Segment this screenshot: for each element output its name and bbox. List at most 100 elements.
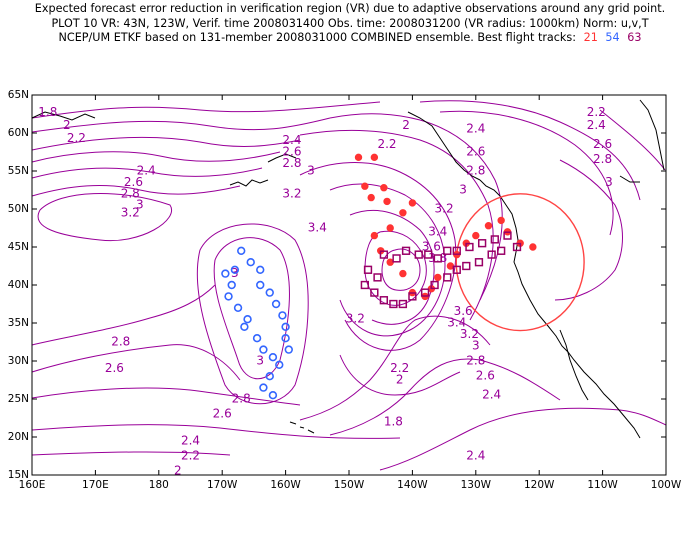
contour-label: 2.4	[587, 118, 606, 132]
track-54-point	[268, 391, 278, 400]
track-54-label: 54	[605, 31, 620, 44]
track-21-point	[370, 231, 379, 240]
coastline	[639, 99, 665, 171]
contour-label: 1.8	[384, 414, 403, 428]
track-54-point	[278, 311, 287, 320]
lat-tick-label: 25N	[8, 393, 29, 405]
contour-line	[37, 193, 173, 242]
track-63-point	[420, 288, 430, 297]
coastline	[479, 179, 641, 439]
contour-label: 2.2	[181, 449, 200, 463]
track-54-point	[243, 315, 252, 324]
track-21-point	[434, 273, 442, 282]
track-54-point	[268, 353, 278, 362]
track-54-point	[230, 265, 240, 274]
track-54-point	[252, 334, 262, 343]
track-54-point	[281, 334, 290, 343]
contour-line	[554, 159, 623, 301]
lat-tick-label: 45N	[8, 241, 29, 253]
lon-tick-label: 160W	[270, 479, 301, 491]
lat-tick-label: 55N	[8, 165, 29, 177]
title-line-3-prefix: NCEP/UM ETKF based on 131-member 2008031…	[58, 31, 577, 44]
track-63-point	[433, 254, 442, 263]
contour-label: 2.8	[593, 152, 612, 166]
lat-tick-label: 60N	[8, 127, 29, 139]
contour-label: 2.6	[282, 145, 301, 159]
coastline	[619, 175, 640, 183]
contour-label: 2.8	[121, 186, 140, 200]
contour-line	[31, 387, 301, 406]
contour-label: 2	[63, 118, 71, 132]
track-21-point	[472, 231, 480, 240]
title-line-2: PLOT 10 VR: 43N, 123W, Verif. time 20080…	[51, 16, 649, 30]
track-54-point	[240, 322, 249, 331]
track-54-point	[233, 303, 243, 312]
track-63-point	[443, 246, 452, 255]
track-63-point	[370, 288, 379, 297]
track-63-point	[477, 239, 487, 248]
track-63-point	[373, 273, 382, 282]
contour-label: 3	[459, 183, 467, 197]
contour-label: 2	[174, 464, 182, 478]
contour-label: 3	[136, 198, 144, 212]
contour-line	[364, 230, 427, 306]
track-54-point	[259, 383, 268, 392]
track-63-point	[360, 280, 370, 290]
contour-label: 2.8	[111, 335, 130, 349]
lat-tick-label: 15N	[8, 469, 29, 481]
contour-label: 3	[307, 164, 315, 178]
contour-lines	[31, 100, 667, 471]
contour-line	[31, 284, 216, 346]
contour-label: 3.6	[422, 240, 441, 254]
coastline	[289, 421, 315, 434]
track-63-point	[392, 254, 401, 263]
contour-label: 3.2	[121, 205, 140, 219]
track-63-point	[497, 246, 506, 255]
track-63-point	[503, 231, 512, 240]
lon-tick-label: 140W	[397, 479, 428, 491]
track-54-point	[256, 265, 265, 274]
track-21-point	[380, 184, 388, 192]
contour-line	[31, 151, 281, 163]
track-63-point	[424, 250, 433, 259]
contour-labels: 1.822.22.42.62.833.233.232.82.62.42.222.…	[38, 105, 612, 478]
coastlines	[31, 99, 665, 439]
contour-label: 2.2	[67, 131, 86, 145]
contour-line	[31, 184, 241, 197]
track-54-point	[271, 299, 281, 309]
contour-label: 2.2	[377, 137, 396, 151]
contour-label: 3.2	[282, 186, 301, 200]
contour-label: 2.4	[466, 122, 485, 136]
track-63-point	[512, 242, 522, 252]
lon-tick-label: 170E	[82, 479, 109, 491]
contour-line	[299, 315, 491, 421]
figure-title: Expected forecast error reduction in ver…	[0, 2, 700, 46]
track-54-point	[284, 345, 293, 354]
contour-label: 2.2	[390, 361, 409, 375]
track-54-point	[265, 288, 274, 297]
contour-label: 3	[256, 354, 264, 368]
contour-label: 2.6	[124, 175, 143, 189]
track-54-point	[224, 292, 233, 301]
lon-tick-label: 180	[149, 479, 169, 491]
track-21-point	[361, 182, 369, 190]
verification-region-circle	[455, 193, 585, 332]
track-63-point	[379, 296, 389, 305]
contour-label: 2.6	[213, 407, 232, 421]
track-63-point	[430, 280, 439, 290]
contour-label: 1.8	[38, 105, 57, 119]
track-63-point	[474, 258, 484, 267]
contour-label: 3.8	[428, 251, 447, 265]
contour-label: 2.8	[466, 164, 485, 178]
contour-line	[31, 101, 381, 119]
track-63-point	[379, 250, 389, 259]
lon-tick-label: 160E	[19, 479, 46, 491]
track-54-point	[265, 372, 274, 381]
lon-tick-label: 150W	[334, 479, 365, 491]
contour-label: 3.4	[428, 224, 447, 238]
contour-label: 2.6	[466, 145, 485, 159]
track-21-point	[399, 269, 407, 278]
track-63-point	[490, 235, 499, 244]
track-54-point	[237, 246, 246, 256]
contour-line	[329, 358, 561, 436]
